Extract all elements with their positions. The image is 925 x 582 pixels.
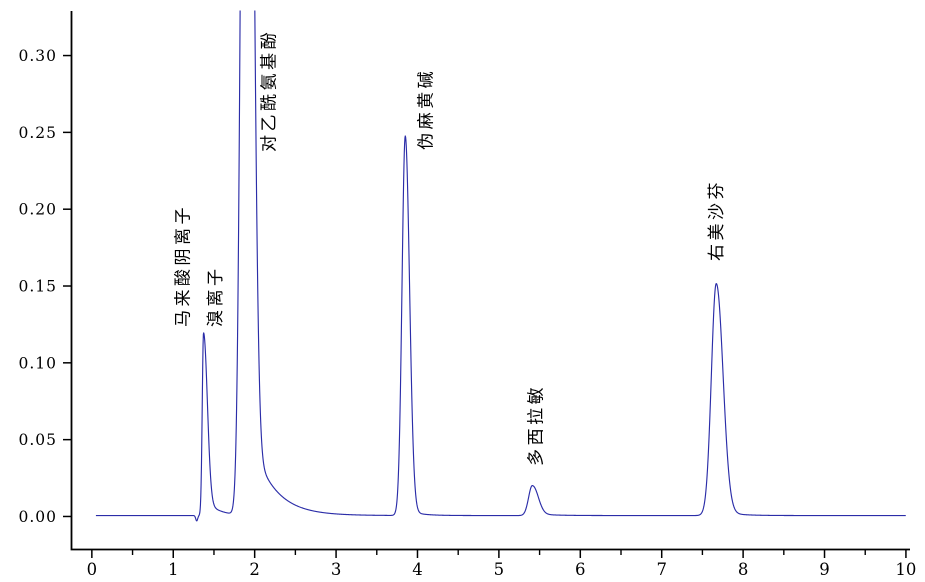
peak-label-4: 伪麻黄碱 [416, 68, 436, 150]
peak-label-6: 右美沙芬 [707, 179, 727, 261]
peak-label-2: 溴离子 [206, 266, 226, 328]
x-tick-label: 8 [738, 560, 749, 579]
y-tick-label: 0.05 [18, 431, 57, 449]
x-tick-label: 10 [895, 560, 916, 579]
y-tick-label: 0.15 [18, 278, 57, 296]
x-tick-label: 5 [494, 560, 505, 579]
x-tick-label: 6 [575, 560, 586, 579]
peak-label-5: 多西拉敏 [526, 384, 546, 466]
peak-label-3: 对乙酰氨基酚 [260, 29, 280, 152]
x-tick-label: 2 [249, 560, 260, 579]
x-tick-label: 9 [819, 560, 830, 579]
x-tick-label: 4 [412, 560, 423, 579]
x-tick-label: 3 [331, 560, 342, 579]
x-tick-label: 0 [87, 560, 98, 579]
y-tick-label: 0.20 [18, 201, 57, 219]
x-tick-label: 7 [656, 560, 667, 579]
x-tick-label: 1 [168, 560, 179, 579]
y-tick-label: 0.10 [18, 354, 57, 372]
axis-spines [70, 11, 910, 551]
y-tick-label: 0.25 [18, 124, 57, 142]
chromatogram-trace [95, 10, 907, 522]
peak-label-1: 马来酸阴离子 [174, 204, 194, 327]
y-tick-label: 0.00 [18, 508, 57, 526]
y-tick-label: 0.30 [18, 47, 57, 65]
